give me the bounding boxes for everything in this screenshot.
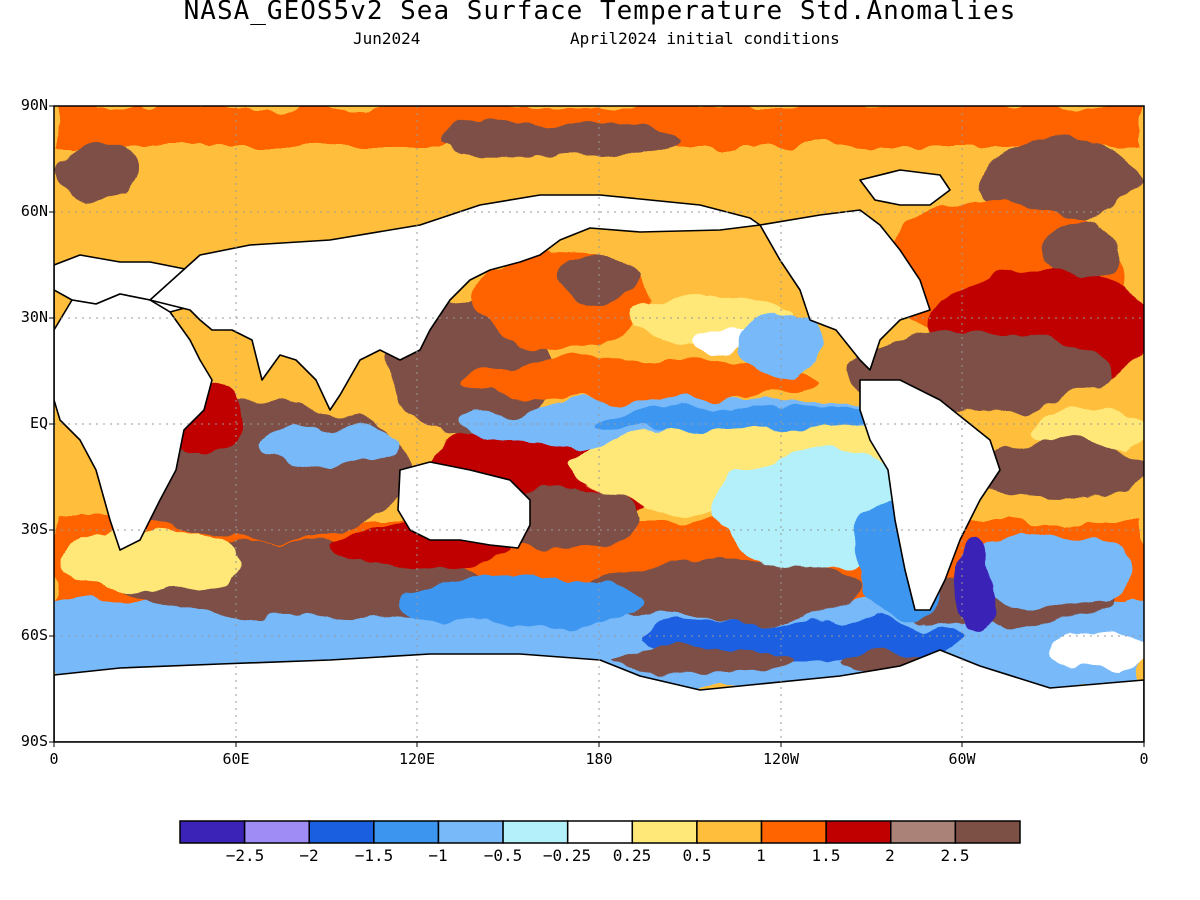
initial-conditions: April2024 initial conditions <box>570 29 840 48</box>
lat-label: 30N <box>20 308 48 326</box>
lon-label: 0 <box>49 750 59 768</box>
colorbar-swatch <box>825 820 892 844</box>
colorbar-label: 0.25 <box>612 846 652 865</box>
map-title: NASA_GEOS5v2 Sea Surface Temperature Std… <box>183 0 1017 26</box>
lon-label: 180 <box>585 750 613 768</box>
lat-label: 60S <box>20 626 48 644</box>
colorbar-label: −0.5 <box>483 846 523 865</box>
colorbar-swatch <box>890 820 957 844</box>
lat-label: EQ <box>29 414 48 432</box>
lon-label: 60E <box>222 750 250 768</box>
colorbar-swatch <box>954 820 1021 844</box>
colorbar-swatch <box>760 820 827 844</box>
forecast-month: Jun2024 <box>353 29 421 48</box>
colorbar-label: 2 <box>885 846 895 865</box>
colorbar-swatch <box>308 820 375 844</box>
colorbar-label: 2.5 <box>940 846 970 865</box>
colorbar-label: 1.5 <box>811 846 841 865</box>
colorbar-label: 0.5 <box>682 846 712 865</box>
lon-label: 0 <box>1139 750 1149 768</box>
lon-label: 120E <box>398 750 436 768</box>
lat-label: 90N <box>20 96 48 114</box>
colorbar-label: −1 <box>428 846 448 865</box>
lat-label: 30S <box>20 520 48 538</box>
colorbar-swatch <box>696 820 763 844</box>
colorbar <box>179 820 1021 844</box>
colorbar-swatch <box>437 820 504 844</box>
colorbar-label: −2 <box>299 846 319 865</box>
colorbar-label: −1.5 <box>354 846 394 865</box>
colorbar-label: 1 <box>756 846 766 865</box>
colorbar-swatch <box>502 820 569 844</box>
axis-ticks <box>49 105 1145 747</box>
graticule <box>54 106 1144 742</box>
colorbar-swatch <box>179 820 246 844</box>
colorbar-swatch <box>631 820 698 844</box>
lat-label: 90S <box>20 732 48 750</box>
lat-label: 60N <box>20 202 48 220</box>
lon-label: 120W <box>762 750 800 768</box>
colorbar-swatch <box>566 820 634 844</box>
colorbar-label: −0.25 <box>542 846 592 865</box>
land <box>54 169 1144 742</box>
lon-label: 60W <box>948 750 976 768</box>
colorbar-swatch <box>373 820 440 844</box>
colorbar-label: −2.5 <box>225 846 265 865</box>
colorbar-swatch <box>243 820 310 844</box>
